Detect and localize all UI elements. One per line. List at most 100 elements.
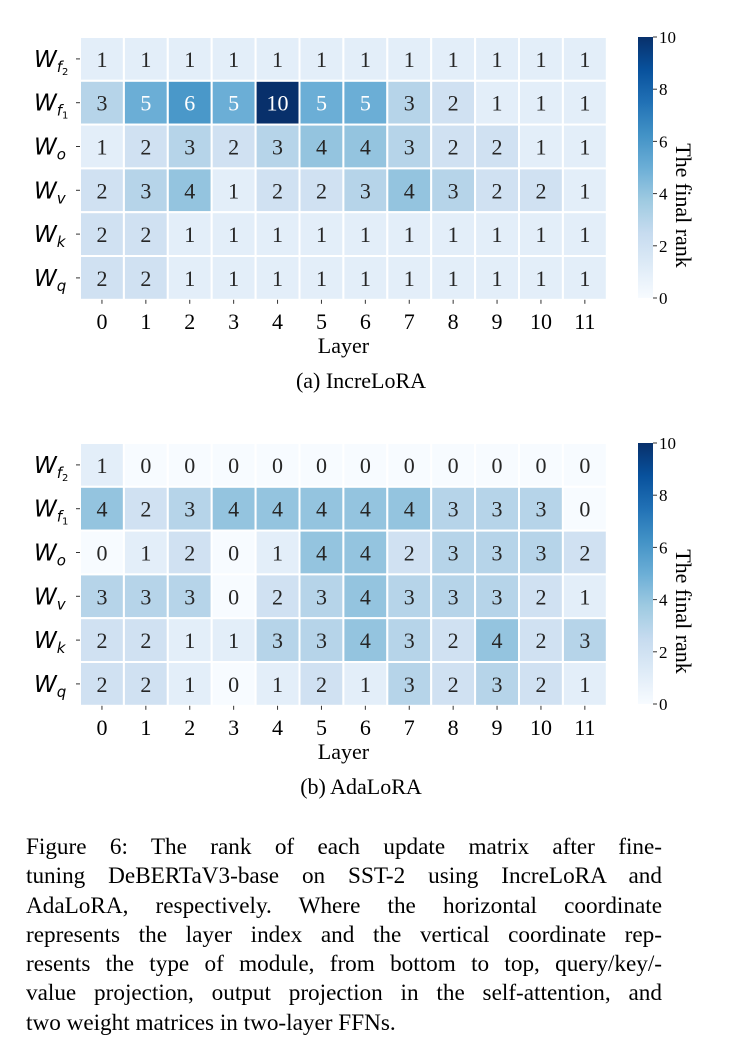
cell-value-label: 1 <box>579 47 590 72</box>
caption-line: tuning DeBERTaV3-base on SST-2 using Inc… <box>26 863 662 890</box>
heatmap-cell <box>518 661 564 707</box>
heatmap-cell <box>254 79 301 126</box>
cell-value-label: 2 <box>140 135 151 160</box>
cell-value-label: 1 <box>96 47 107 72</box>
heatmap-cell <box>122 255 169 301</box>
heatmap-cell <box>386 36 433 82</box>
cell-value-label: 1 <box>272 266 283 291</box>
heatmap-cell <box>342 36 389 82</box>
cell-value-label: 4 <box>96 497 107 522</box>
cell-value-label: 1 <box>579 178 590 203</box>
x-tick-label: 6 <box>360 309 371 334</box>
colorbar-tick-label: 8 <box>659 80 668 99</box>
cell-value-label: 4 <box>360 628 371 653</box>
x-tick-label: 4 <box>272 309 283 334</box>
colorbar-tick-label: 4 <box>659 591 668 610</box>
y-tick-label: Wv <box>34 584 67 613</box>
cell-value-label: 1 <box>404 222 415 247</box>
cell-value-label: 3 <box>184 584 195 609</box>
cell-value-label: 1 <box>360 266 371 291</box>
colorbar-label: The final rank <box>671 143 696 268</box>
cell-value-label: 1 <box>579 222 590 247</box>
heatmap-cell <box>79 123 125 170</box>
cell-value-label: 1 <box>448 222 459 247</box>
cell-value-label: 6 <box>184 91 195 116</box>
cell-value-label: 2 <box>316 672 327 697</box>
cell-value-label: 0 <box>579 453 590 478</box>
heatmap-cell <box>561 167 608 214</box>
heatmap-cell <box>518 167 564 214</box>
heatmap-cell <box>561 529 608 576</box>
cell-value-label: 2 <box>228 135 239 160</box>
cell-value-label: 3 <box>316 628 327 653</box>
cell-value-label: 0 <box>316 453 327 478</box>
heatmap-cell <box>166 255 213 301</box>
cell-value-label: 4 <box>404 497 415 522</box>
cell-value-label: 1 <box>360 47 371 72</box>
cell-value-label: 3 <box>492 541 503 566</box>
x-tick-label: 7 <box>404 309 415 334</box>
heatmap-cell <box>122 661 169 707</box>
colorbar-tick-label: 6 <box>659 132 668 151</box>
heatmap-cell <box>342 211 389 257</box>
subplot-caption: (a) IncreLoRA <box>296 368 426 393</box>
cell-value-label: 1 <box>404 266 415 291</box>
cell-value-label: 3 <box>448 497 459 522</box>
colorbar-tick-label: 6 <box>659 538 668 557</box>
cell-value-label: 5 <box>360 91 371 116</box>
y-tick-label: Wk <box>34 628 67 657</box>
y-tick-label: Wv <box>34 178 67 207</box>
y-tick-label: Wq <box>34 672 66 701</box>
cell-value-label: 2 <box>140 672 151 697</box>
heatmap-cell <box>254 617 301 664</box>
heatmap-cell <box>122 123 169 170</box>
cell-value-label: 1 <box>316 222 327 247</box>
cell-value-label: 3 <box>272 135 283 160</box>
cell-value-label: 1 <box>228 628 239 653</box>
heatmap-cell <box>254 529 301 576</box>
cell-value-label: 1 <box>492 266 503 291</box>
cell-value-label: 2 <box>404 541 415 566</box>
cell-value-label: 3 <box>448 178 459 203</box>
x-axis-label: Layer <box>318 333 370 358</box>
cell-value-label: 1 <box>228 266 239 291</box>
heatmap-cell <box>430 123 477 170</box>
heatmap-cell <box>518 211 564 257</box>
colorbar-tick-label: 4 <box>659 185 668 204</box>
cell-value-label: 1 <box>96 135 107 160</box>
cell-value-label: 4 <box>316 497 327 522</box>
y-tick-label: Wf1 <box>34 497 68 528</box>
colorbar-tick-label: 10 <box>659 434 676 453</box>
cell-value-label: 2 <box>579 541 590 566</box>
x-tick-label: 10 <box>530 309 552 334</box>
cell-value-label: 2 <box>96 672 107 697</box>
cell-value-label: 10 <box>267 91 289 116</box>
cell-value-label: 1 <box>492 222 503 247</box>
cell-value-label: 3 <box>272 628 283 653</box>
cell-value-label: 3 <box>184 135 195 160</box>
cell-value-label: 2 <box>448 91 459 116</box>
cell-value-label: 1 <box>184 266 195 291</box>
caption-line: AdaLoRA, respectively. Where the horizon… <box>26 892 662 919</box>
cell-value-label: 3 <box>448 584 459 609</box>
heatmap-cell <box>342 573 389 620</box>
cell-value-label: 2 <box>448 628 459 653</box>
x-tick-label: 8 <box>448 309 459 334</box>
heatmap-cell <box>210 485 257 532</box>
heatmap-cell <box>298 36 345 82</box>
heatmap-cell <box>166 617 213 664</box>
x-tick-label: 1 <box>140 309 151 334</box>
cell-value-label: 3 <box>535 541 546 566</box>
x-tick-label: 8 <box>448 715 459 740</box>
cell-value-label: 2 <box>535 628 546 653</box>
cell-value-label: 2 <box>492 178 503 203</box>
cell-value-label: 1 <box>579 672 590 697</box>
cell-value-label: 2 <box>140 266 151 291</box>
x-tick-label: 2 <box>184 309 195 334</box>
cell-value-label: 0 <box>228 453 239 478</box>
x-tick-label: 0 <box>96 309 107 334</box>
cell-value-label: 2 <box>272 584 283 609</box>
cell-value-label: 2 <box>535 178 546 203</box>
cell-value-label: 1 <box>492 91 503 116</box>
cell-value-label: 3 <box>404 584 415 609</box>
